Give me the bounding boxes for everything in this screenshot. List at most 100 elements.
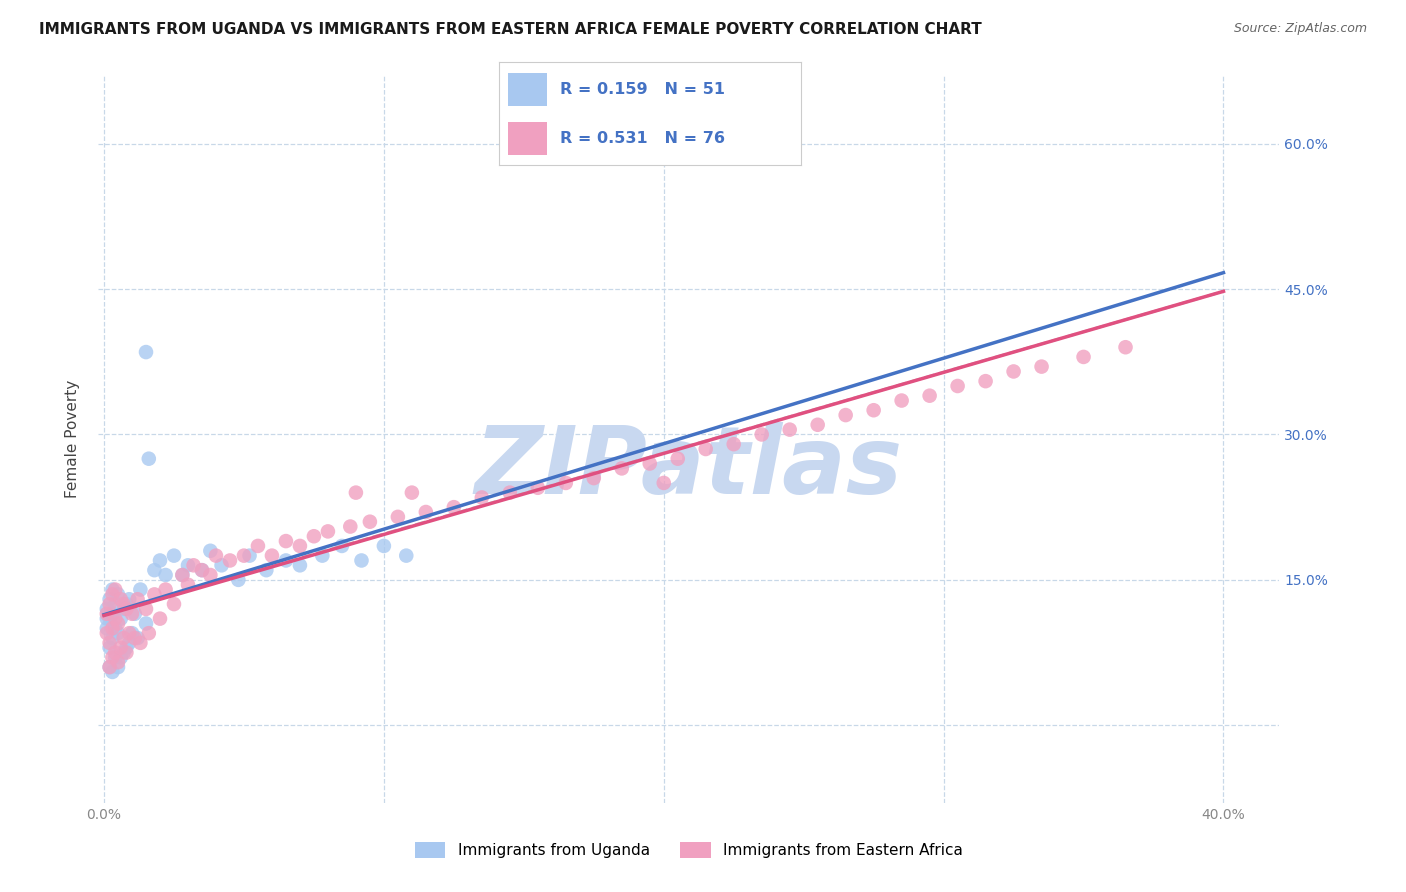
Point (862, 403, 884, 417)
Point (110, 612, 132, 626)
Point (98, 660, 121, 674)
Point (238, 549, 260, 563)
Point (527, 481, 550, 495)
Point (582, 471, 605, 485)
Point (121, 626, 143, 640)
Point (205, 549, 228, 563)
Point (104, 650, 127, 665)
Point (98, 660, 121, 674)
Point (155, 568, 177, 582)
Point (115, 597, 138, 611)
Point (96, 612, 118, 626)
Point (98, 612, 121, 626)
Point (350, 553, 373, 567)
Point (1031, 359, 1053, 374)
Point (191, 563, 214, 577)
Point (149, 612, 172, 626)
Point (807, 417, 830, 432)
Point (135, 602, 157, 616)
Point (163, 549, 186, 563)
Text: IMMIGRANTS FROM UGANDA VS IMMIGRANTS FROM EASTERN AFRICA FEMALE POVERTY CORRELAT: IMMIGRANTS FROM UGANDA VS IMMIGRANTS FRO… (39, 22, 983, 37)
Point (104, 621, 127, 635)
Point (96, 607, 118, 621)
Point (695, 442, 717, 456)
Point (387, 509, 409, 524)
Point (155, 582, 177, 597)
Point (288, 558, 311, 573)
Point (98, 640, 121, 655)
Point (112, 631, 135, 645)
Point (302, 529, 325, 543)
Point (228, 573, 250, 587)
Point (330, 539, 353, 553)
Point (124, 631, 146, 645)
Point (98, 592, 121, 607)
Point (118, 626, 141, 640)
Point (1073, 350, 1095, 364)
Point (233, 549, 256, 563)
Point (112, 597, 135, 611)
Point (143, 587, 166, 601)
Point (254, 563, 277, 577)
Point (443, 500, 465, 515)
Point (112, 646, 135, 660)
Point (129, 582, 152, 597)
Point (115, 602, 138, 616)
Point (1002, 364, 1025, 378)
Point (200, 543, 222, 558)
Text: Source: ZipAtlas.com: Source: ZipAtlas.com (1233, 22, 1367, 36)
Point (395, 549, 418, 563)
Point (115, 646, 138, 660)
Point (101, 587, 124, 601)
Point (110, 650, 132, 665)
Text: R = 0.159   N = 51: R = 0.159 N = 51 (560, 81, 724, 96)
Point (260, 549, 283, 563)
Point (101, 621, 124, 635)
Point (974, 374, 997, 388)
Point (115, 640, 138, 655)
Point (172, 568, 194, 582)
Point (638, 457, 661, 471)
Point (112, 602, 135, 616)
Point (138, 451, 160, 466)
Point (104, 612, 127, 626)
Text: ZIPatlas: ZIPatlas (475, 423, 903, 515)
Point (191, 563, 214, 577)
Point (177, 558, 200, 573)
Point (415, 505, 437, 519)
Point (101, 582, 124, 597)
Point (582, 117, 605, 131)
Point (107, 660, 129, 674)
Point (149, 553, 172, 567)
Y-axis label: Female Poverty: Female Poverty (65, 380, 80, 499)
Point (101, 607, 124, 621)
Point (918, 389, 941, 403)
Point (554, 475, 576, 490)
Point (107, 616, 129, 631)
Point (135, 345, 157, 359)
Point (118, 592, 141, 607)
Point (163, 597, 186, 611)
Point (200, 568, 222, 582)
Point (110, 592, 132, 607)
Point (98, 636, 121, 650)
Point (96, 626, 118, 640)
Point (107, 587, 129, 601)
Point (121, 607, 143, 621)
Bar (508, 73, 547, 105)
Bar (508, 122, 547, 155)
Point (471, 491, 494, 505)
Point (96, 602, 118, 616)
Point (316, 524, 339, 539)
Point (274, 553, 297, 567)
Point (101, 650, 124, 665)
Point (652, 475, 675, 490)
Point (143, 563, 166, 577)
Point (779, 423, 801, 437)
Point (101, 631, 124, 645)
Point (274, 534, 297, 549)
Point (610, 461, 633, 475)
Point (104, 597, 127, 611)
Text: R = 0.531   N = 76: R = 0.531 N = 76 (560, 131, 724, 146)
Point (101, 665, 124, 679)
